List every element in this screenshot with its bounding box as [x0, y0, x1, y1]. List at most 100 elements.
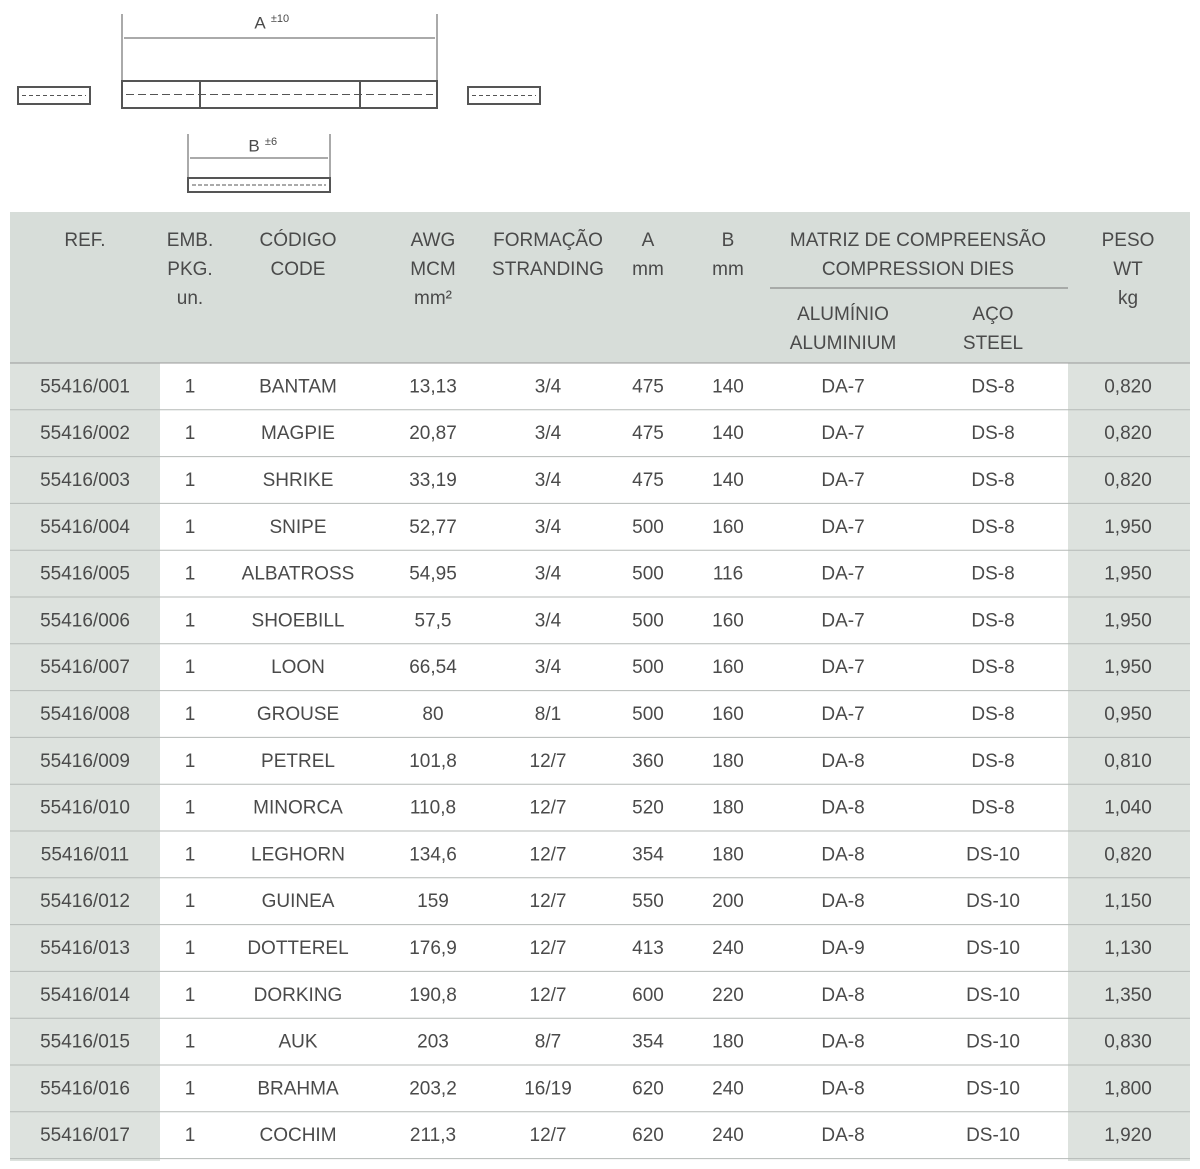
cell: 55416/013 [40, 938, 130, 959]
cell: SNIPE [269, 517, 326, 538]
cell: BRAHMA [257, 1078, 339, 1099]
cell: 55416/010 [40, 798, 130, 819]
header-text: mm [712, 259, 744, 280]
cell: DA-8 [821, 985, 864, 1006]
cell: 55416/007 [40, 657, 130, 678]
header-text: WT [1113, 259, 1143, 280]
cell: DS-8 [971, 376, 1014, 397]
cell: 160 [712, 517, 744, 538]
cell: 354 [632, 844, 664, 865]
header-text: un. [177, 288, 203, 309]
cell: MINORCA [253, 798, 343, 819]
cell: 3/4 [535, 610, 562, 631]
cell: 550 [632, 891, 664, 912]
cell: 1 [185, 423, 196, 444]
cell: 1 [185, 564, 196, 585]
cell: 159 [417, 891, 449, 912]
cell: 3/4 [535, 470, 562, 491]
cell: 500 [632, 564, 664, 585]
cell: 0,820 [1104, 844, 1152, 865]
cell: 140 [712, 376, 744, 397]
header-text: EMB. [167, 230, 213, 251]
cell: 180 [712, 1032, 744, 1053]
cell: DA-7 [821, 423, 864, 444]
cell: 55416/017 [40, 1125, 130, 1146]
cell: 8/7 [535, 1032, 561, 1053]
cell: 220 [712, 985, 744, 1006]
cell: 55416/016 [40, 1078, 130, 1099]
cell: 176,9 [409, 938, 457, 959]
cell: 1 [185, 704, 196, 725]
cell: DS-8 [971, 704, 1014, 725]
cell: 1 [185, 470, 196, 491]
cell: DS-8 [971, 470, 1014, 491]
cell: 1,950 [1104, 564, 1152, 585]
cell: DS-8 [971, 751, 1014, 772]
cell: 55416/012 [40, 891, 130, 912]
cell: 55416/014 [40, 985, 130, 1006]
sleeve [187, 177, 331, 193]
header-text: mm² [414, 288, 452, 309]
cell: DA-8 [821, 891, 864, 912]
cell: 101,8 [409, 751, 457, 772]
cell: 12/7 [530, 751, 567, 772]
cell: 190,8 [409, 985, 457, 1006]
cell: 3/4 [535, 517, 562, 538]
sub-header: ALUMINIUM [790, 333, 897, 354]
cell: 66,54 [409, 657, 457, 678]
cell: 200 [712, 891, 744, 912]
cell: 520 [632, 798, 664, 819]
cell: 134,6 [409, 844, 457, 865]
cell: 55416/008 [40, 704, 130, 725]
cell: DA-9 [821, 938, 864, 959]
cell: SHRIKE [263, 470, 334, 491]
cell: 0,820 [1104, 376, 1152, 397]
cell: DS-8 [971, 657, 1014, 678]
cell: GROUSE [257, 704, 339, 725]
header-text: A [642, 230, 655, 251]
cell: 1,040 [1104, 798, 1152, 819]
header-text: AWG [411, 230, 456, 251]
cell: DA-7 [821, 564, 864, 585]
cell: 160 [712, 704, 744, 725]
cell: DS-8 [971, 610, 1014, 631]
cell: 1,920 [1104, 1125, 1152, 1146]
cell: 54,95 [409, 564, 457, 585]
cell: 1,950 [1104, 657, 1152, 678]
cell: 160 [712, 610, 744, 631]
cell: 1,800 [1104, 1078, 1152, 1099]
cell: DS-10 [966, 891, 1020, 912]
cell: 1 [185, 798, 196, 819]
cell: 1 [185, 751, 196, 772]
cell: 180 [712, 844, 744, 865]
cell: 500 [632, 704, 664, 725]
cell: 0,820 [1104, 470, 1152, 491]
cell: 3/4 [535, 657, 562, 678]
cell: 1 [185, 844, 196, 865]
cell: 1 [185, 1032, 196, 1053]
cell: DA-7 [821, 470, 864, 491]
cell: 0,950 [1104, 704, 1152, 725]
cell: 360 [632, 751, 664, 772]
cell: 80 [422, 704, 443, 725]
cell: 475 [632, 376, 664, 397]
cell: DA-8 [821, 1032, 864, 1053]
cell: 211,3 [410, 1125, 456, 1146]
sub-header: ALUMÍNIO [797, 304, 889, 325]
cell: 620 [632, 1125, 664, 1146]
cell: DA-7 [821, 517, 864, 538]
header-text: PESO [1102, 230, 1155, 251]
header-text: CODE [271, 259, 326, 280]
cell: DS-10 [966, 985, 1020, 1006]
header-text: STRANDING [492, 259, 604, 280]
cell: 13,13 [409, 376, 457, 397]
cell: 1 [185, 376, 196, 397]
cell: 140 [712, 470, 744, 491]
cell: DA-8 [821, 798, 864, 819]
cell: DS-10 [966, 1125, 1020, 1146]
cell: DOTTEREL [247, 938, 348, 959]
cell: 52,77 [409, 517, 457, 538]
cell: LOON [271, 657, 325, 678]
header-text: REF. [64, 230, 105, 251]
